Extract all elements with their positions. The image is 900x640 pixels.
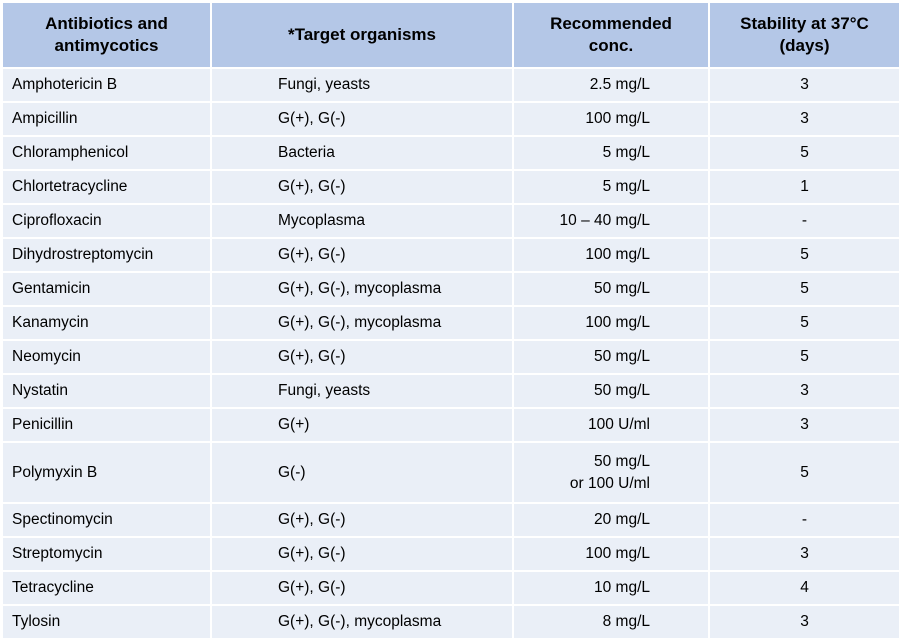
recommended-conc-cell: 50 mg/L [512, 339, 710, 375]
target-organisms-cell: G(+), G(-) [210, 536, 514, 572]
antibiotic-name-cell: Nystatin [1, 373, 212, 409]
stability-cell: 5 [708, 237, 900, 273]
target-organisms-cell: G(+), G(-) [210, 339, 514, 375]
table-row: Spectinomycin G(+), G(-) 20 mg/L - [1, 502, 900, 538]
target-organisms-cell: G(+), G(-), mycoplasma [210, 305, 514, 341]
table-row: Amphotericin B Fungi, yeasts 2.5 mg/L 3 [1, 67, 900, 103]
table-body: Amphotericin B Fungi, yeasts 2.5 mg/L 3 Ampi… [1, 67, 900, 640]
antibiotic-name-cell: Neomycin [1, 339, 212, 375]
stability-cell: 3 [708, 604, 900, 640]
antibiotic-name-cell: Ampicillin [1, 101, 212, 137]
antibiotic-name-cell: Amphotericin B [1, 67, 212, 103]
target-organisms-cell: G(+), G(-) [210, 169, 514, 205]
table-row: Ciprofloxacin Mycoplasma 10 – 40 mg/L - [1, 203, 900, 239]
stability-cell: 3 [708, 67, 900, 103]
antibiotic-name-cell: Tylosin [1, 604, 212, 640]
stability-cell: 3 [708, 407, 900, 443]
table-row: Chloramphenicol Bacteria 5 mg/L 5 [1, 135, 900, 171]
target-organisms-cell: Fungi, yeasts [210, 373, 514, 409]
header-antibiotics: Antibiotics and antimycotics [1, 1, 212, 69]
target-organisms-cell: Bacteria [210, 135, 514, 171]
recommended-conc-cell: 100 mg/L [512, 237, 710, 273]
recommended-conc-cell: 5 mg/L [512, 135, 710, 171]
recommended-conc-cell: 10 mg/L [512, 570, 710, 606]
header-stability: Stability at 37°C (days) [708, 1, 900, 69]
stability-cell: 5 [708, 441, 900, 504]
antibiotic-name-cell: Streptomycin [1, 536, 212, 572]
recommended-conc-cell: 50 mg/L [512, 271, 710, 307]
header-recommended-conc: Recommended conc. [512, 1, 710, 69]
recommended-conc-cell: 20 mg/L [512, 502, 710, 538]
recommended-conc-cell: 8 mg/L [512, 604, 710, 640]
antibiotic-name-cell: Tetracycline [1, 570, 212, 606]
header-row: Antibiotics and antimycotics *Target org… [1, 1, 900, 69]
table-row: Nystatin Fungi, yeasts 50 mg/L 3 [1, 373, 900, 409]
antibiotic-name-cell: Ciprofloxacin [1, 203, 212, 239]
stability-cell: - [708, 502, 900, 538]
recommended-conc-cell: 100 U/ml [512, 407, 710, 443]
antibiotic-name-cell: Polymyxin B [1, 441, 212, 504]
table-row: Gentamicin G(+), G(-), mycoplasma 50 mg/L 5 [1, 271, 900, 307]
antibiotic-name-cell: Gentamicin [1, 271, 212, 307]
target-organisms-cell: Fungi, yeasts [210, 67, 514, 103]
antibiotic-name-cell: Penicillin [1, 407, 212, 443]
antibiotic-name-cell: Chlortetracycline [1, 169, 212, 205]
target-organisms-cell: G(-) [210, 441, 514, 504]
target-organisms-cell: G(+), G(-), mycoplasma [210, 271, 514, 307]
table-row: Penicillin G(+) 100 U/ml 3 [1, 407, 900, 443]
stability-cell: 5 [708, 271, 900, 307]
antibiotic-name-cell: Dihydrostreptomycin [1, 237, 212, 273]
target-organisms-cell: G(+), G(-) [210, 101, 514, 137]
header-target-organisms: *Target organisms [210, 1, 514, 69]
table-row: Chlortetracycline G(+), G(-) 5 mg/L 1 [1, 169, 900, 205]
table-row: Polymyxin B G(-) 50 mg/L or 100 U/ml 5 [1, 441, 900, 504]
stability-cell: 5 [708, 305, 900, 341]
recommended-conc-cell: 100 mg/L [512, 305, 710, 341]
target-organisms-cell: G(+), G(-) [210, 502, 514, 538]
stability-cell: 3 [708, 373, 900, 409]
target-organisms-cell: G(+) [210, 407, 514, 443]
recommended-conc-cell: 50 mg/L or 100 U/ml [512, 441, 710, 504]
antibiotic-name-cell: Chloramphenicol [1, 135, 212, 171]
table-row: Dihydrostreptomycin G(+), G(-) 100 mg/L 5 [1, 237, 900, 273]
antibiotic-name-cell: Spectinomycin [1, 502, 212, 538]
table-row: Kanamycin G(+), G(-), mycoplasma 100 mg/L 5 [1, 305, 900, 341]
antibiotic-name-cell: Kanamycin [1, 305, 212, 341]
stability-cell: 1 [708, 169, 900, 205]
recommended-conc-cell: 10 – 40 mg/L [512, 203, 710, 239]
stability-cell: - [708, 203, 900, 239]
table-row: Ampicillin G(+), G(-) 100 mg/L 3 [1, 101, 900, 137]
table-row: Tylosin G(+), G(-), mycoplasma 8 mg/L 3 [1, 604, 900, 640]
table-row: Streptomycin G(+), G(-) 100 mg/L 3 [1, 536, 900, 572]
target-organisms-cell: Mycoplasma [210, 203, 514, 239]
recommended-conc-cell: 100 mg/L [512, 101, 710, 137]
recommended-conc-cell: 50 mg/L [512, 373, 710, 409]
table-header: Antibiotics and antimycotics *Target org… [1, 1, 900, 69]
stability-cell: 3 [708, 536, 900, 572]
stability-cell: 4 [708, 570, 900, 606]
stability-cell: 5 [708, 135, 900, 171]
recommended-conc-cell: 2.5 mg/L [512, 67, 710, 103]
target-organisms-cell: G(+), G(-) [210, 237, 514, 273]
recommended-conc-cell: 5 mg/L [512, 169, 710, 205]
target-organisms-cell: G(+), G(-), mycoplasma [210, 604, 514, 640]
recommended-conc-cell: 100 mg/L [512, 536, 710, 572]
target-organisms-cell: G(+), G(-) [210, 570, 514, 606]
stability-cell: 5 [708, 339, 900, 375]
stability-cell: 3 [708, 101, 900, 137]
table-row: Neomycin G(+), G(-) 50 mg/L 5 [1, 339, 900, 375]
table-row: Tetracycline G(+), G(-) 10 mg/L 4 [1, 570, 900, 606]
